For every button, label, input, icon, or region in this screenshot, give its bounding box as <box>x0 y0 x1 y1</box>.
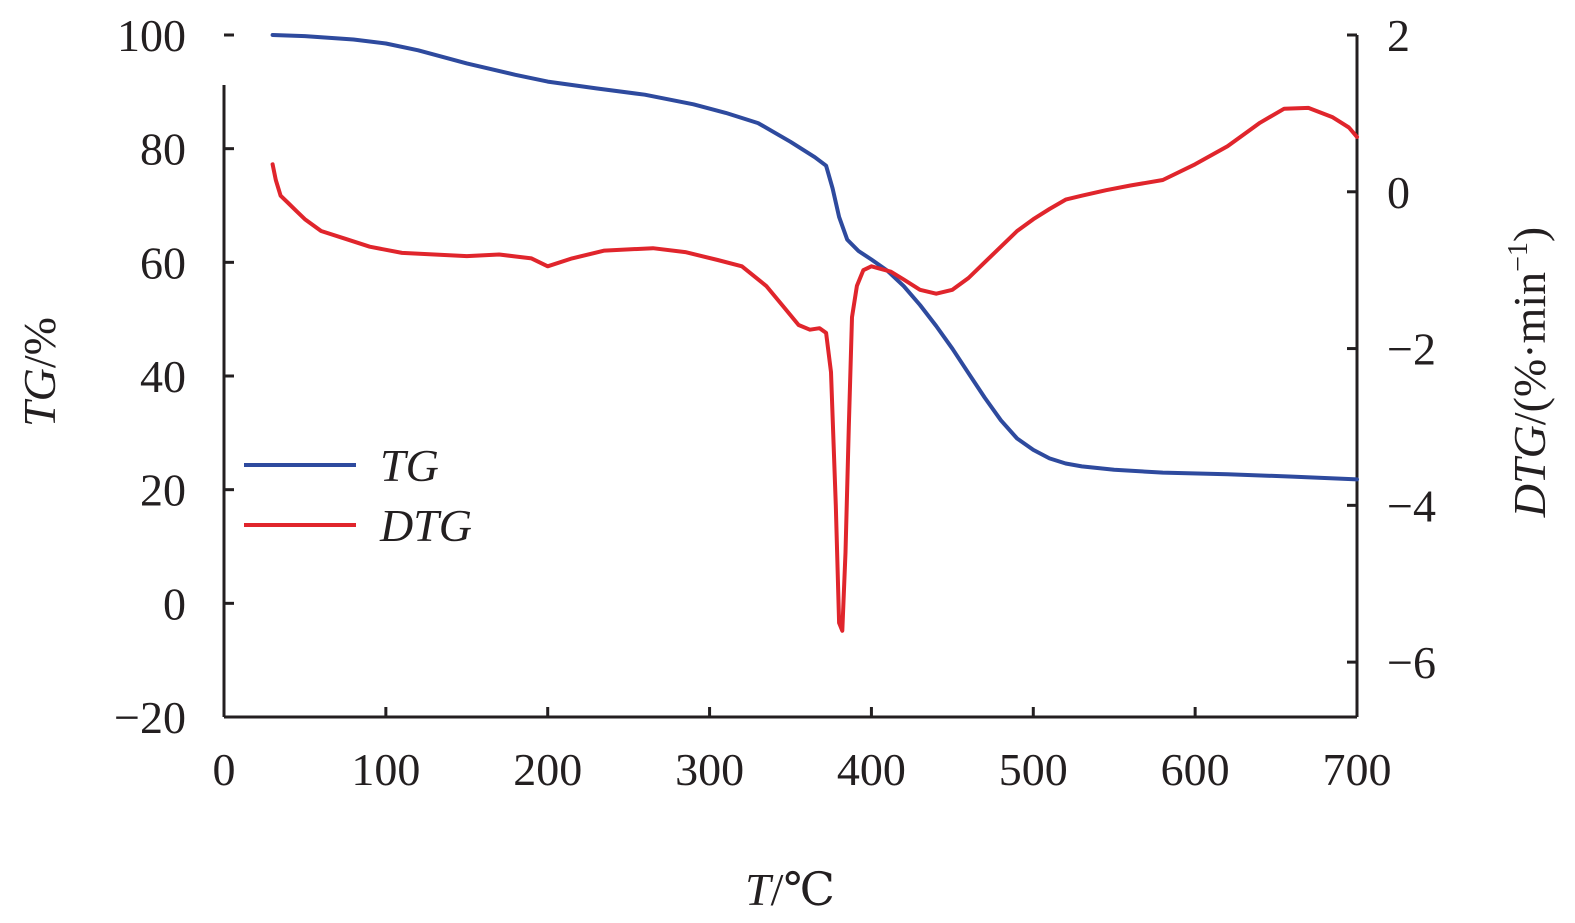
y-right-tick-label: 0 <box>1387 167 1410 218</box>
y-left-tick-label: 20 <box>140 465 186 516</box>
series-line-dtg <box>270 105 1359 633</box>
x-tick-label: 600 <box>1161 744 1230 795</box>
x-tick-label: 200 <box>513 744 582 795</box>
y-right-tick-label: −4 <box>1387 480 1436 531</box>
legend: TG DTG <box>244 440 472 551</box>
y-left-tick-label: 80 <box>140 124 186 175</box>
y-right-tick-label: −6 <box>1387 637 1436 688</box>
y-left-tick-label: −20 <box>114 692 186 743</box>
x-axis-title: T/℃ <box>745 864 835 915</box>
y-left-tick-label: 40 <box>140 351 186 402</box>
y-left-tick-label: 0 <box>163 578 186 629</box>
x-tick-label: 0 <box>213 744 236 795</box>
legend-label-tg: TG <box>380 440 439 491</box>
y-right-axis-title: DTG/(%·min−1) <box>1503 227 1555 518</box>
legend-label-dtg: DTG <box>379 500 472 551</box>
x-tick-label: 300 <box>675 744 744 795</box>
series-lines <box>270 33 1359 633</box>
x-tick-label: 100 <box>351 744 420 795</box>
axes <box>222 35 1359 719</box>
y-right-tick-label: 2 <box>1387 10 1410 61</box>
y-left-axis-title: TG/% <box>14 317 65 427</box>
y-left-tick-label: 100 <box>117 10 186 61</box>
y-left-tick-label: 60 <box>140 237 186 288</box>
x-tick-label: 700 <box>1323 744 1392 795</box>
x-tick-label: 500 <box>999 744 1068 795</box>
ticks: 0 100 200 300 400 500 600 700−20020406080100−6−… <box>114 10 1436 795</box>
series-line-tg <box>270 33 1359 482</box>
y-right-tick-label: −2 <box>1387 324 1436 375</box>
x-tick-label: 400 <box>837 744 906 795</box>
